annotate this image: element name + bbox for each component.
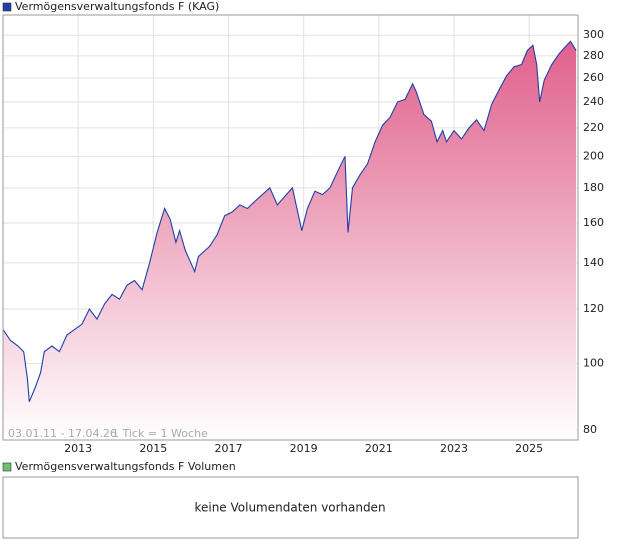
tick-note: 1 Tick = 1 Woche <box>112 427 208 440</box>
y-tick-label: 180 <box>583 181 604 194</box>
chart-frame <box>2 14 579 441</box>
y-tick-label: 120 <box>583 302 604 315</box>
y-tick-label: 300 <box>583 28 604 41</box>
area <box>3 41 577 441</box>
x-tick-label: 2017 <box>214 442 242 455</box>
y-tick-label: 200 <box>583 149 604 162</box>
line <box>2 40 577 402</box>
x-tick-label: 2021 <box>365 442 393 455</box>
x-tick-label: 2019 <box>290 442 318 455</box>
y-tick-label: 80 <box>583 423 597 436</box>
y-tick-label: 260 <box>583 71 604 84</box>
volume-panel <box>2 476 579 539</box>
legend-swatch <box>2 462 12 472</box>
legend-swatch <box>2 2 12 12</box>
y-tick-label: 100 <box>583 356 604 369</box>
x-tick-label: 2013 <box>64 442 92 455</box>
x-tick-label: 2025 <box>515 442 543 455</box>
y-tick-label: 240 <box>583 95 604 108</box>
volume-message: keine Volumendaten vorhanden <box>194 501 385 515</box>
x-tick-label: 2023 <box>440 442 468 455</box>
date-range: 03.01.11 - 17.04.26 <box>8 427 117 440</box>
y-tick-label: 280 <box>583 49 604 62</box>
y-tick-label: 220 <box>583 121 604 134</box>
y-tick-label: 160 <box>583 216 604 229</box>
x-tick-label: 2015 <box>139 442 167 455</box>
legend-label: Vermögensverwaltungsfonds F (KAG) <box>15 0 219 13</box>
y-tick-label: 140 <box>583 256 604 269</box>
volume-title: Vermögensverwaltungsfonds F Volumen <box>15 460 236 473</box>
